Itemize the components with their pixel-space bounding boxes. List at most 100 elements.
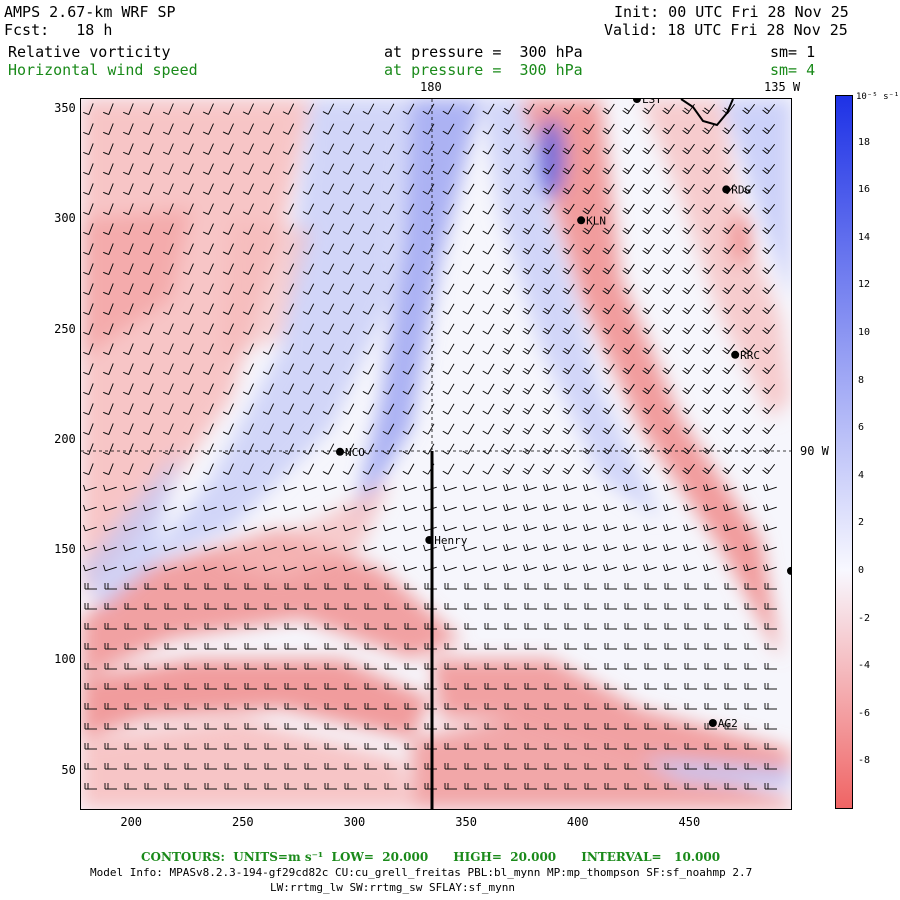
wind-barb-staff bbox=[727, 263, 735, 275]
wind-barb-staff bbox=[148, 223, 154, 235]
wind-barb bbox=[662, 463, 675, 475]
wind-barb bbox=[543, 504, 557, 512]
wind-barb bbox=[403, 504, 417, 512]
wind-barb bbox=[564, 623, 577, 630]
wind-barb bbox=[402, 123, 415, 135]
wind-barb-feather bbox=[762, 289, 768, 295]
wind-barb-staff bbox=[467, 143, 475, 155]
vorticity-band bbox=[411, 719, 791, 809]
wind-barb bbox=[384, 723, 397, 730]
wind-barb-staff bbox=[625, 506, 637, 512]
wind-barb bbox=[324, 683, 337, 690]
wind-barb bbox=[103, 403, 114, 415]
wind-barb bbox=[422, 143, 435, 155]
wind-barb-staff bbox=[445, 546, 457, 552]
wind-barb-staff bbox=[347, 383, 355, 395]
wind-barb-staff bbox=[168, 383, 174, 395]
wind-barb-feather bbox=[83, 151, 89, 156]
wind-barb-staff bbox=[705, 506, 717, 512]
wind-barb-feather bbox=[582, 350, 588, 355]
wind-barb-staff bbox=[387, 163, 395, 175]
wind-barb-staff bbox=[547, 243, 555, 255]
wind-barb bbox=[502, 323, 515, 335]
wind-barb-feather bbox=[724, 307, 730, 312]
wind-barb-staff bbox=[168, 283, 174, 295]
wind-barb-feather bbox=[523, 564, 526, 571]
wind-barb-feather bbox=[724, 347, 730, 352]
wind-barb-staff bbox=[607, 203, 615, 215]
wind-barb bbox=[482, 363, 495, 375]
wind-barb-feather bbox=[463, 564, 466, 571]
wind-barb-feather bbox=[442, 110, 449, 115]
wind-barb-feather bbox=[722, 209, 728, 215]
wind-barb bbox=[643, 484, 657, 492]
wind-barb bbox=[622, 223, 635, 235]
wind-barb bbox=[564, 583, 577, 590]
wind-barb-feather bbox=[682, 309, 688, 315]
wind-barb-staff bbox=[766, 203, 776, 215]
wind-barb-feather bbox=[463, 484, 466, 491]
wind-barb-feather bbox=[182, 331, 189, 335]
wind-barb-staff bbox=[527, 323, 535, 335]
wind-barb-feather bbox=[462, 190, 469, 195]
wind-barb-staff bbox=[487, 323, 495, 335]
wind-barb-staff bbox=[327, 243, 335, 255]
wind-barb-staff bbox=[305, 486, 317, 492]
wind-barb-staff bbox=[148, 203, 154, 215]
wind-barb-feather bbox=[302, 171, 309, 175]
wind-barb-feather bbox=[643, 524, 646, 531]
wind-barb bbox=[304, 783, 317, 790]
wind-barb-feather bbox=[684, 307, 690, 312]
wind-barb-feather bbox=[602, 270, 608, 275]
wind-barb-feather bbox=[442, 270, 449, 275]
wind-barb-feather bbox=[642, 110, 648, 115]
wind-barb bbox=[143, 524, 157, 532]
wind-barb bbox=[664, 663, 677, 670]
wind-barb bbox=[722, 203, 735, 215]
wind-barb-feather bbox=[622, 150, 628, 155]
wind-barb-staff bbox=[225, 506, 237, 512]
wind-barb-feather bbox=[545, 544, 549, 551]
wind-barb-feather bbox=[562, 330, 568, 335]
wind-barb-staff bbox=[507, 383, 515, 395]
wind-barb-staff bbox=[687, 423, 695, 435]
wind-barb-feather bbox=[744, 367, 750, 372]
wind-barb-feather bbox=[162, 351, 169, 355]
wind-barb-staff bbox=[505, 546, 517, 552]
wind-barb-feather bbox=[502, 230, 509, 235]
wind-barb bbox=[684, 583, 697, 590]
wind-barb-feather bbox=[544, 107, 550, 112]
wind-barb bbox=[444, 703, 457, 710]
wind-barb-staff bbox=[667, 223, 675, 235]
wind-barb bbox=[483, 564, 497, 572]
wind-barb-feather bbox=[283, 544, 286, 551]
wind-barb-staff bbox=[727, 363, 735, 375]
wind-barb-feather bbox=[522, 310, 529, 315]
wind-barb bbox=[702, 263, 715, 275]
wind-barb-staff bbox=[727, 203, 735, 215]
wind-barb-feather bbox=[604, 307, 610, 312]
wind-barb bbox=[684, 603, 697, 610]
wind-barb bbox=[242, 323, 254, 335]
wind-barb bbox=[222, 363, 234, 375]
wind-barb-feather bbox=[602, 350, 608, 355]
wind-barb bbox=[342, 363, 355, 375]
wind-barb-staff bbox=[465, 546, 477, 552]
wind-barb-staff bbox=[527, 223, 535, 235]
wind-barb-feather bbox=[624, 127, 630, 132]
wind-barb bbox=[404, 743, 417, 750]
wind-barb-feather bbox=[142, 471, 149, 475]
wind-barb-feather bbox=[123, 484, 126, 491]
wind-barb-staff bbox=[627, 283, 635, 295]
wind-barb-staff bbox=[567, 103, 575, 115]
wind-barb-feather bbox=[602, 310, 608, 315]
wind-barb-feather bbox=[742, 429, 748, 435]
wind-barb-feather bbox=[644, 187, 650, 192]
wind-barb-staff bbox=[507, 463, 515, 475]
wind-barb-staff bbox=[307, 103, 315, 115]
wind-barb bbox=[502, 423, 515, 435]
wind-barb-feather bbox=[524, 287, 530, 292]
wind-barb bbox=[302, 363, 315, 375]
wind-barb bbox=[283, 524, 297, 532]
wind-barb bbox=[702, 223, 715, 235]
